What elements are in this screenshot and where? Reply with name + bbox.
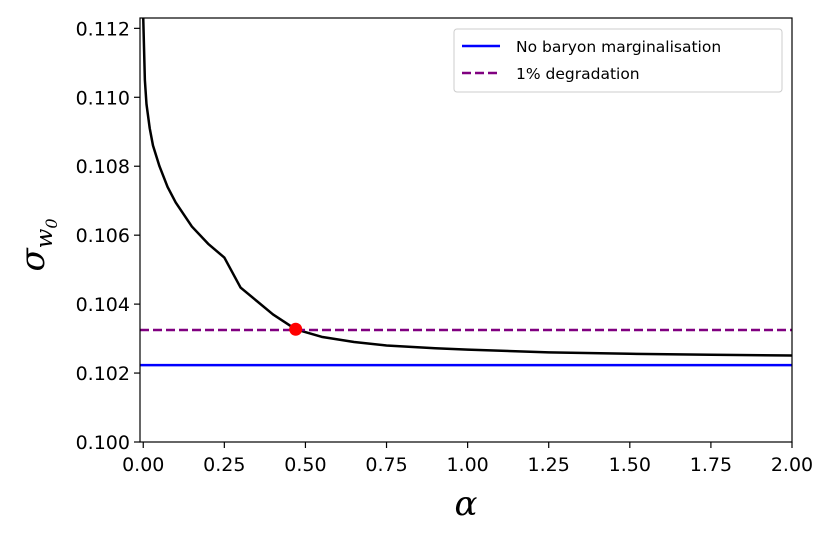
- legend-label-degradation: 1% degradation: [516, 65, 640, 83]
- y-axis-label: σw0: [13, 218, 61, 271]
- y-tick-label: 0.100: [76, 432, 130, 454]
- axes-frame: [139, 17, 793, 443]
- y-tick-label: 0.112: [76, 18, 130, 40]
- legend-label-no-baryon: No baryon marginalisation: [516, 38, 721, 56]
- y-tick-label: 0.104: [76, 294, 130, 316]
- x-tick-label: 1.75: [690, 454, 732, 476]
- legend-box: [453, 28, 783, 93]
- series-line-0: [141, 18, 792, 357]
- y-axis-label-subsubscript: 0: [42, 218, 61, 228]
- y-axis-label-subscript: w: [32, 228, 58, 248]
- x-axis-ticks: 0.00 0.25 0.50 0.75 1.00 1.25 1.50 1.75 2.00: [122, 442, 813, 476]
- x-tick-label: 1.00: [446, 454, 488, 476]
- plot-lines: [140, 18, 792, 367]
- y-axis-label-symbol: σ: [13, 248, 53, 272]
- y-axis-ticks: 0.100 0.102 0.104 0.106 0.108 0.110 0.112: [76, 18, 140, 454]
- legend: No baryon marginalisation 1% degradation: [453, 28, 783, 93]
- y-tick-label: 0.106: [76, 225, 130, 247]
- plot-frame: [139, 17, 793, 443]
- threshold-marker: [289, 322, 303, 336]
- y-tick-label: 0.102: [76, 363, 130, 385]
- x-tick-label: 1.50: [609, 454, 651, 476]
- x-tick-label: 0.25: [203, 454, 245, 476]
- x-tick-label: 1.25: [528, 454, 570, 476]
- y-tick-label: 0.110: [76, 87, 130, 109]
- x-tick-label: 0.00: [122, 454, 164, 476]
- svg-text:σw0: σw0: [13, 218, 61, 271]
- y-tick-label: 0.108: [76, 156, 130, 178]
- x-tick-label: 0.75: [365, 454, 407, 476]
- x-axis-label: α: [455, 484, 478, 524]
- x-tick-label: 2.00: [771, 454, 813, 476]
- x-tick-label: 0.50: [284, 454, 326, 476]
